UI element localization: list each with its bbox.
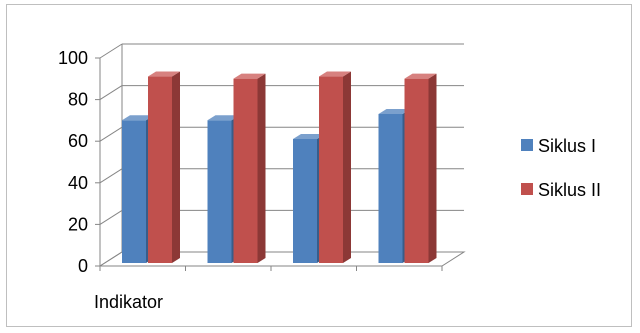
bar-siklus-ii-2 (233, 73, 266, 263)
gridline-side (99, 126, 123, 142)
bar-top (207, 115, 240, 121)
y-tick-label: 20 (68, 214, 88, 234)
y-tick-label: 80 (68, 90, 88, 110)
gridline-side (99, 43, 123, 59)
legend-item-siklus-i: Siklus I (521, 136, 596, 156)
y-tick-label: 0 (78, 256, 88, 276)
y-tick-label: 100 (58, 48, 88, 68)
legend-label: Siklus II (538, 180, 601, 200)
y-axis-ticks: 0 20 40 60 80 100 (58, 48, 443, 276)
bar-top (233, 73, 266, 79)
bar-siklus-ii-1 (148, 71, 180, 263)
gridline-side (99, 251, 123, 267)
legend-swatch (521, 139, 533, 151)
bars (122, 71, 437, 264)
bar-front (148, 76, 172, 263)
bar-side (343, 71, 351, 263)
legend: Siklus I Siklus II (521, 136, 601, 200)
bar-side (428, 73, 437, 263)
legend-swatch (521, 183, 533, 195)
bar-front (122, 120, 146, 264)
bar-top (378, 109, 411, 114)
y-tick-label: 40 (68, 173, 88, 193)
bar-top (122, 115, 154, 121)
y-tick-label: 60 (68, 131, 88, 151)
bar-top (319, 71, 351, 77)
bar-front (293, 138, 317, 263)
bar-siklus-ii-3 (319, 71, 351, 263)
gridline-side (99, 209, 123, 225)
x-axis-label: Indikator (94, 292, 163, 312)
bar-top (293, 133, 325, 139)
gridline-side (99, 168, 123, 184)
bar-siklus-ii-4 (404, 73, 437, 263)
bar-front (404, 78, 429, 263)
gridline-side (99, 85, 123, 101)
bar-side (172, 71, 180, 263)
bar-side (257, 73, 266, 263)
legend-label: Siklus I (538, 136, 596, 156)
legend-item-siklus-ii: Siklus II (521, 180, 601, 200)
bar-front (233, 78, 258, 263)
bar-front (378, 114, 403, 263)
bar-front (207, 120, 232, 264)
bar-front (319, 76, 343, 263)
bar-top (148, 71, 180, 77)
bar-top (404, 73, 437, 79)
